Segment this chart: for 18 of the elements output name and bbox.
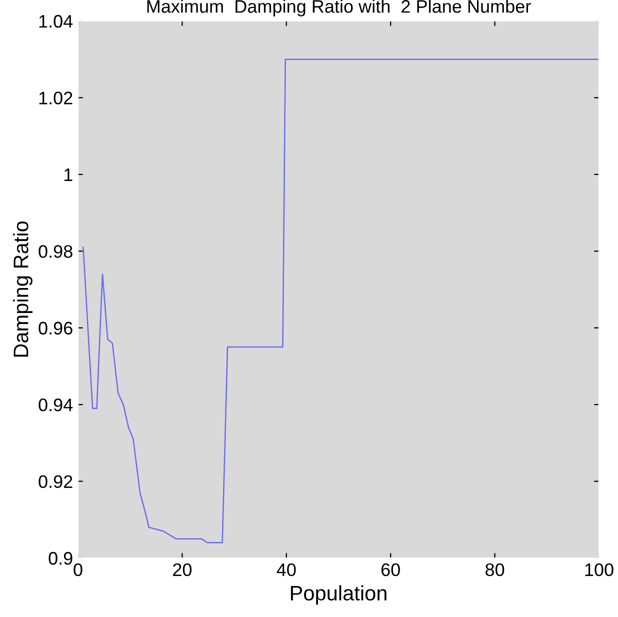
- y-tick-label: 1.04: [39, 14, 73, 28]
- x-tick-label: 100: [585, 563, 614, 576]
- x-tick-label: 20: [173, 563, 192, 576]
- x-tick-label: 80: [486, 563, 504, 576]
- y-tick-label: 0.96: [38, 322, 72, 335]
- y-tick-label: 0.9: [48, 552, 72, 565]
- x-tick-label: 0: [74, 563, 82, 576]
- x-axis-title: Population: [290, 585, 386, 605]
- y-tick-label: 0.98: [38, 245, 72, 258]
- y-tick-label: 0.94: [38, 398, 73, 412]
- y-tick-label: 0.92: [38, 475, 72, 488]
- x-tick-label: 60: [381, 563, 400, 576]
- line-series: [82, 58, 599, 544]
- x-tick-label: 40: [276, 563, 296, 576]
- y-tick-label: 1.02: [39, 92, 72, 104]
- y-axis-title: Damping Ratio: [13, 221, 32, 357]
- y-tick-label: 1: [64, 168, 72, 181]
- chart-title: Maximum Damping Ratio with 2 Plane Number: [147, 0, 531, 16]
